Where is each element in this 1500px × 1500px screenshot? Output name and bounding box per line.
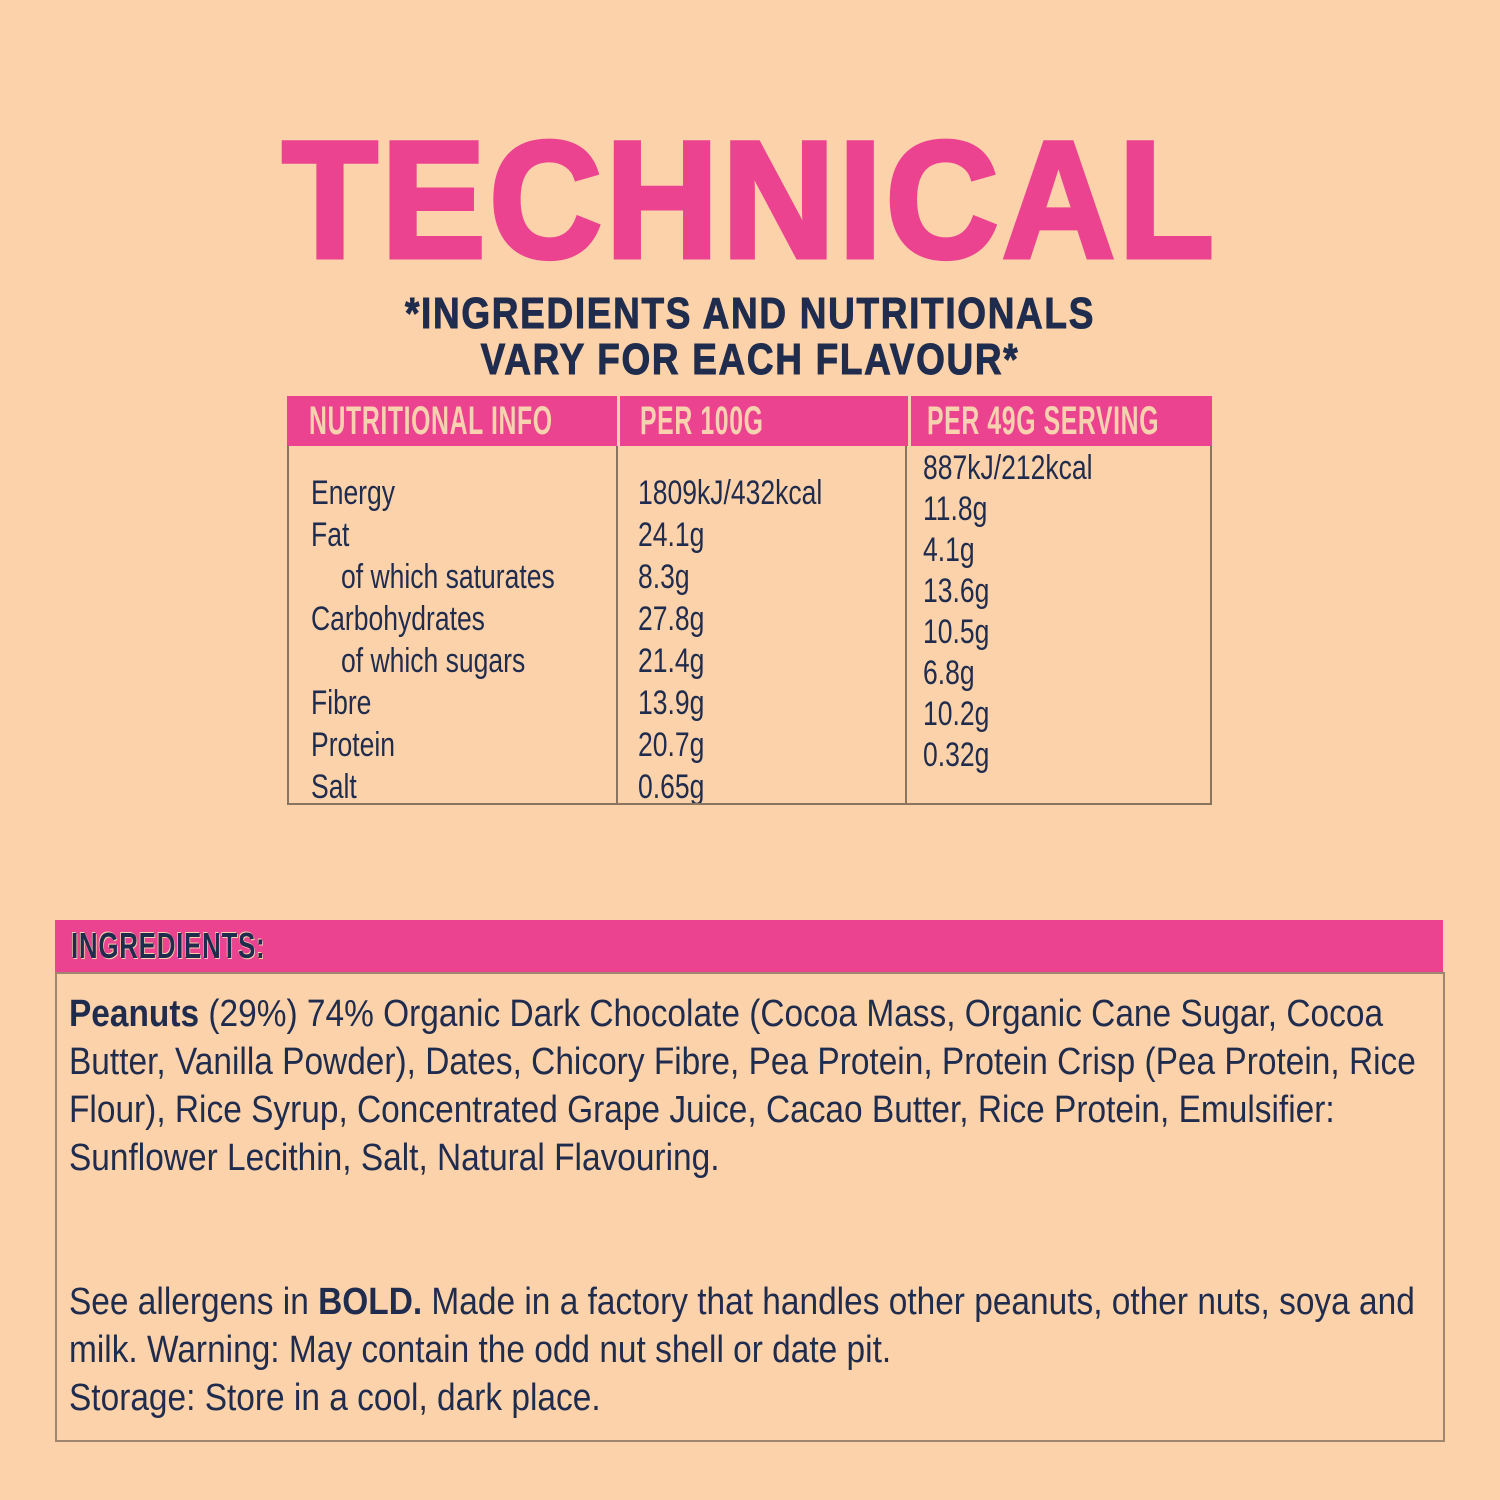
table-cell-per-100g: 20.7g [637,726,704,764]
nutrition-table: NUTRITIONAL INFO PER 100G PER 49G SERVIN… [287,396,1212,805]
ingredients-banner-label: INGREDIENTS: [71,925,266,966]
header-nutritional-info: NUTRITIONAL INFO [309,398,553,443]
table-cell-per-100g: 13.9g [637,684,704,722]
storage-text: Storage: Store in a cool, dark place. [69,1377,601,1419]
table-row-label: Salt [311,768,357,805]
allergens-bold-word: BOLD. [318,1281,423,1323]
table-row-label: Carbohydrates [311,600,485,638]
table-cell-per-100g: 8.3g [637,558,690,596]
table-cell-per-100g: 21.4g [637,642,704,680]
ingredients-paragraph: Peanuts (29%) 74% Organic Dark Chocolate… [69,990,1443,1182]
nutrition-table-body: Energy Fat of which saturates Carbohydra… [287,446,1212,805]
subtitle-line-2: VARY FOR EACH FLAVOUR* [480,335,1020,384]
table-row-label: of which saturates [341,558,555,596]
column-per-100g: 1809kJ/432kcal 24.1g 8.3g 27.8g 21.4g 13… [618,446,908,803]
table-cell-per-100g: 1809kJ/432kcal [637,474,822,512]
table-cell-per-serving: 11.8g [923,490,988,528]
header-per-serving: PER 49G SERVING [908,396,1212,446]
table-row-label: of which sugars [341,642,526,680]
header-per-100g: PER 100G [617,396,908,446]
table-cell-per-serving: 13.6g [923,572,990,610]
allergens-text: See allergens in BOLD. Made in a factory… [69,1281,1415,1371]
table-row-label: Fibre [311,684,372,722]
table-cell-per-serving: 6.8g [923,654,975,692]
ingredients-box: Peanuts (29%) 74% Organic Dark Chocolate… [55,972,1445,1442]
table-cell-per-serving: 0.32g [923,736,990,774]
table-cell-per-serving: 887kJ/212kcal [923,449,1093,487]
ingredients-banner: INGREDIENTS: [55,920,1443,972]
ingredients-body-text: (29%) 74% Organic Dark Chocolate (Cocoa … [69,993,1416,1179]
page-title: TECHNICAL [280,108,1218,293]
table-row-label: Energy [311,474,396,512]
table-cell-per-serving: 4.1g [923,531,975,569]
table-row-label: Fat [311,516,350,554]
table-cell-per-100g: 24.1g [637,516,704,554]
allergens-paragraph: See allergens in BOLD. Made in a factory… [69,1278,1443,1422]
ingredients-lead-bold: Peanuts [69,993,200,1035]
table-cell-per-serving: 10.2g [923,695,990,733]
column-labels: Energy Fat of which saturates Carbohydra… [289,446,618,803]
subtitle: *INGREDIENTS AND NUTRITIONALS VARY FOR E… [0,289,1500,384]
table-cell-per-100g: 27.8g [637,600,704,638]
column-per-serving: 887kJ/212kcal 11.8g 4.1g 13.6g 10.5g 6.8… [907,446,1210,803]
nutrition-table-header: NUTRITIONAL INFO PER 100G PER 49G SERVIN… [287,396,1212,446]
table-cell-per-serving: 10.5g [923,613,990,651]
table-row-label: Protein [311,726,396,764]
table-cell-per-100g: 0.65g [637,768,704,805]
subtitle-line-1: *INGREDIENTS AND NUTRITIONALS [404,289,1096,338]
